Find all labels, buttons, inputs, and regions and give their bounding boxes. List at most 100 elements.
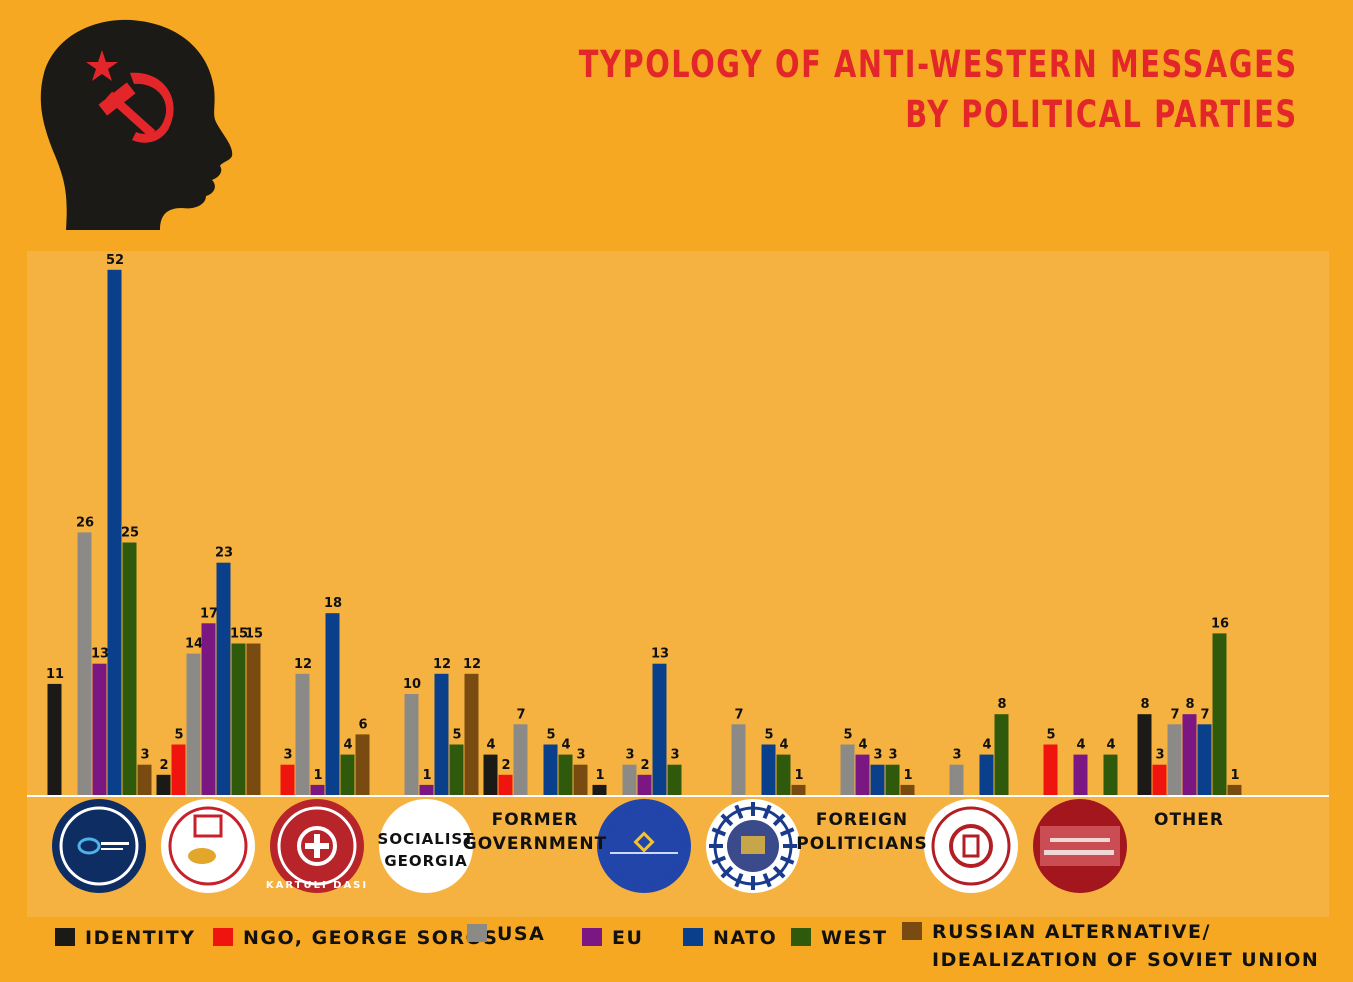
data-label-identity-10: 8 [1140,697,1149,712]
data-label-west-9: 4 [1106,738,1115,753]
legend-swatch-west [791,928,811,946]
legend: IDENTITY NGO, GEORGE SOROS USA EU NATO WEST RU… [55,921,1345,982]
data-label-nato-8: 4 [982,738,991,753]
data-label-west-0: 25 [121,526,139,541]
bar-eu-7 [855,754,870,795]
bar-west-8 [994,714,1009,795]
data-label-west-8: 8 [997,697,1006,712]
bar-eu-2 [310,784,325,795]
data-label-west-5: 3 [670,748,679,763]
data-label-west-7: 3 [888,748,897,763]
data-label-russian-6: 1 [794,768,803,783]
data-label-identity-1: 2 [159,758,168,773]
bar-nato-5 [652,663,667,795]
bar-russian-10 [1227,784,1242,795]
data-label-eu-1: 17 [200,606,218,621]
legend-label-russian: RUSSIAN ALTERNATIVE/ IDEALIZATION OF SOV… [932,921,1320,971]
legend-label-usa: USA [497,923,546,945]
bar-nato-7 [870,764,885,795]
bar-nato-4 [543,744,558,795]
bar-russian-3 [464,673,479,795]
data-label-identity-5: 1 [595,768,604,783]
party-logo-1 [52,799,146,893]
data-label-usa-8: 3 [952,748,961,763]
legend-label-west: WEST [821,927,888,949]
data-label-nato-3: 12 [433,657,451,672]
bar-russian-7 [900,784,915,795]
bar-usa-10 [1167,724,1182,795]
bar-identity-1 [156,774,171,795]
data-label-usa-3: 10 [403,677,421,692]
bar-nato-0 [107,269,122,795]
data-label-west-2: 4 [343,738,352,753]
socialist-georgia-logo-text: GEORGIA [384,852,467,870]
bar-nato-2 [325,613,340,795]
category-label-4: FORMER GOVERNMENT [462,810,608,854]
legend-item-nato: NATO [683,924,777,952]
legend-label-identity: IDENTITY [85,927,196,949]
data-label-west-10: 16 [1211,616,1229,631]
data-label-eu-5: 2 [640,758,649,773]
legend-item-identity: IDENTITY [55,924,195,952]
data-label-usa-0: 26 [76,515,94,530]
bar-ngo-9 [1043,744,1058,795]
bar-usa-7 [840,744,855,795]
party-logo-2 [161,799,255,893]
bar-identity-4 [483,754,498,795]
data-label-west-3: 5 [452,728,461,743]
socialist-georgia-logo: SOCIALIST GEORGIA [378,799,473,893]
data-label-russian-2: 6 [358,717,367,732]
data-label-eu-10: 8 [1185,697,1194,712]
bar-identity-10 [1137,714,1152,795]
legend-item-west: WEST [791,924,888,952]
bar-eu-1 [201,623,216,795]
bar-usa-3 [404,694,419,795]
data-label-russian-1: 15 [245,627,263,642]
data-label-ngo-9: 5 [1046,728,1055,743]
data-label-usa-6: 7 [734,707,743,722]
kartuli-dasi-logo: KARTULI DASI [266,799,366,893]
party-logo-10 [1033,799,1127,893]
data-label-usa-7: 5 [843,728,852,743]
bar-identity-0 [47,683,62,795]
data-label-russian-7: 1 [903,768,912,783]
data-label-west-1: 15 [230,627,248,642]
data-label-eu-7: 4 [858,738,867,753]
bar-eu-0 [92,663,107,795]
bar-ngo-1 [171,744,186,795]
legend-swatch-russian [902,922,922,940]
bar-russian-6 [791,784,806,795]
data-label-russian-4: 3 [576,748,585,763]
chart-panel [27,251,1329,917]
bar-eu-5 [637,774,652,795]
bar-russian-1 [246,643,261,795]
bar-west-4 [558,754,573,795]
bar-west-1 [231,643,246,795]
bar-west-5 [667,764,682,795]
bar-identity-5 [592,784,607,795]
data-label-identity-4: 4 [486,738,495,753]
party-logo-6 [597,799,691,893]
data-label-nato-6: 5 [764,728,773,743]
data-label-west-4: 4 [561,738,570,753]
data-label-nato-1: 23 [215,546,233,561]
bar-ngo-4 [498,774,513,795]
data-label-eu-2: 1 [313,768,322,783]
data-label-russian-10: 1 [1230,768,1239,783]
chart-title: TYPOLOGY OF ANTI-WESTERN MESSAGES BY POL… [579,40,1298,140]
bar-nato-6 [761,744,776,795]
data-label-ngo-2: 3 [283,748,292,763]
hammer-and-sickle-icon [86,50,174,143]
chart-title-line-1: TYPOLOGY OF ANTI-WESTERN MESSAGES [579,43,1298,86]
data-label-usa-5: 3 [625,748,634,763]
chart-title-line-2: BY POLITICAL PARTIES [905,93,1298,136]
legend-swatch-eu [582,928,602,946]
data-label-eu-9: 4 [1076,738,1085,753]
data-label-ngo-1: 5 [174,728,183,743]
data-label-nato-7: 3 [873,748,882,763]
bar-eu-3 [419,784,434,795]
bar-usa-6 [731,724,746,795]
data-label-russian-3: 12 [463,657,481,672]
data-label-russian-0: 3 [140,748,149,763]
